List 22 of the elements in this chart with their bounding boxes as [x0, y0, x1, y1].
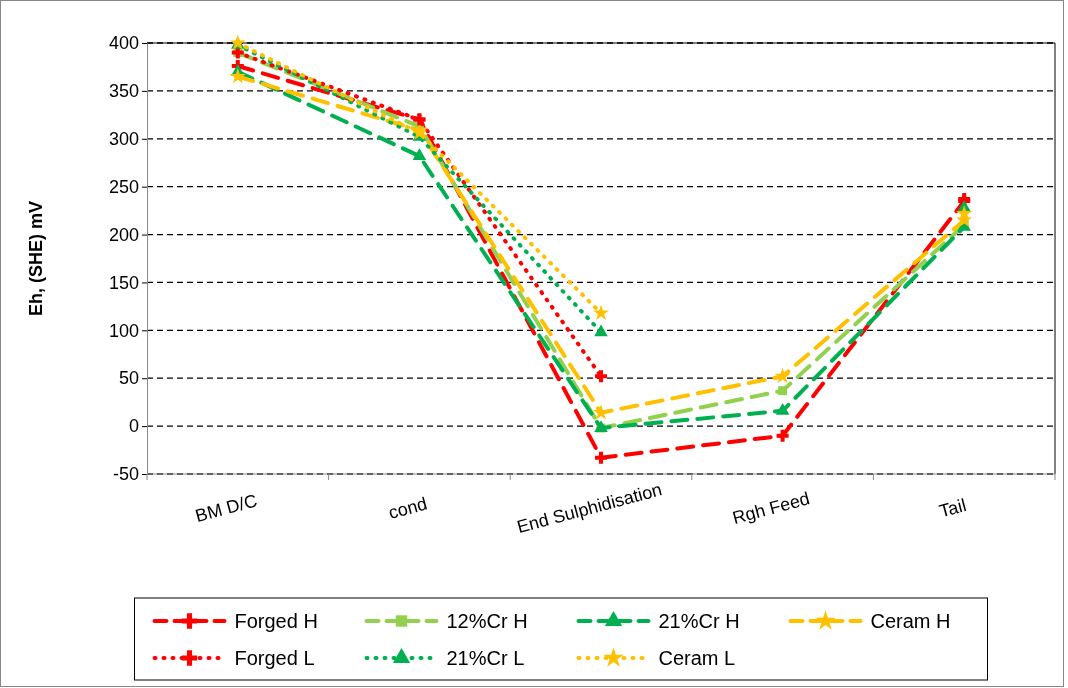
y-tick-label: 400	[108, 33, 139, 54]
y-tick-label: 100	[108, 320, 139, 341]
y-tick-label: 350	[108, 81, 139, 102]
y-tick-label: 0	[128, 416, 139, 437]
x-tick-label: BM D/C	[193, 490, 260, 527]
y-tick-label: 250	[108, 176, 139, 197]
y-tick-label: -50	[112, 464, 139, 485]
legend-label: 12%Cr H	[446, 610, 528, 632]
legend-label: Forged L	[234, 647, 315, 669]
legend-label: 21%Cr H	[658, 610, 740, 632]
x-tick-label: cond	[386, 493, 430, 523]
y-tick-label: 300	[108, 129, 139, 150]
legend-label: Forged H	[234, 610, 318, 632]
legend-label: Ceram H	[870, 610, 951, 632]
y-tick-label: 150	[108, 272, 139, 293]
legend-label: 21%Cr L	[446, 647, 525, 669]
x-tick-label: Tail	[937, 495, 969, 522]
x-tick-label: Rgh Feed	[730, 488, 812, 529]
y-tick-label: 50	[118, 368, 139, 389]
y-axis-title: Eh, (SHE) mV	[26, 200, 46, 317]
y-tick-label: 200	[108, 224, 139, 245]
legend-label: Ceram L	[658, 647, 736, 669]
